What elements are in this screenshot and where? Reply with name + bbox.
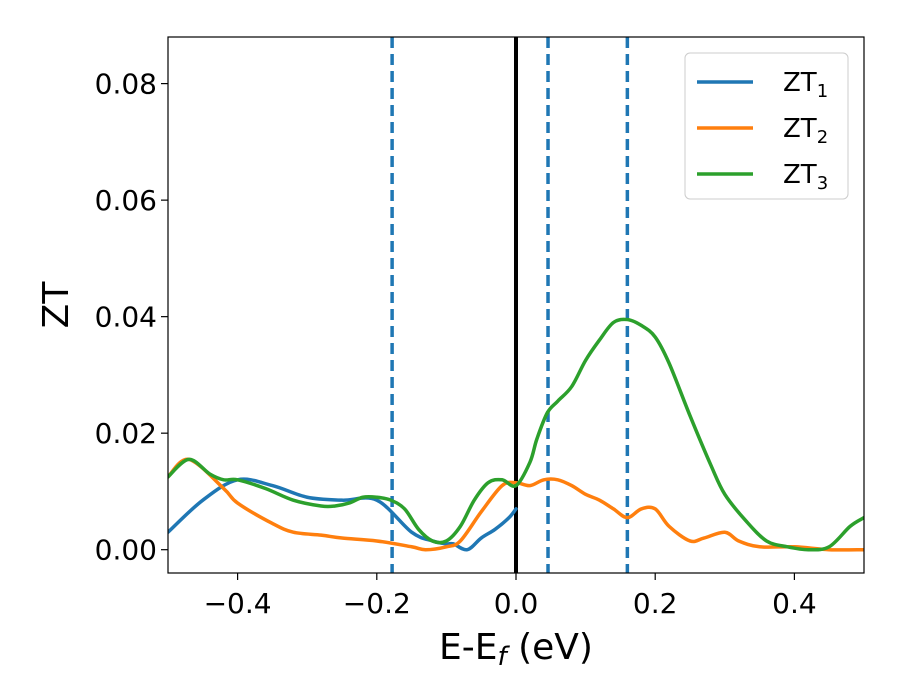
x-axis-label-main: E-E: [439, 627, 497, 668]
series-line-zt2: [168, 457, 864, 552]
x-axis-ticks: −0.4 −0.2 0.0 0.2 0.4: [204, 573, 817, 620]
y-tick-label: 0.04: [95, 301, 157, 334]
series-line-zt3: [168, 317, 864, 552]
y-tick-label: 0.06: [95, 184, 157, 217]
legend-label-zt3: ZT3: [783, 160, 828, 194]
y-axis-ticks: 0.00 0.02 0.04 0.06 0.08: [95, 68, 168, 567]
x-tick-label: −0.2: [343, 587, 411, 620]
y-tick-label: 0.02: [95, 417, 157, 450]
x-axis-label: E-Ef (eV): [439, 627, 593, 672]
x-tick-label: 0.2: [633, 587, 678, 620]
y-tick-label: 0.08: [95, 68, 157, 101]
series-lines: [168, 317, 864, 552]
legend-label-zt1: ZT1: [783, 68, 828, 102]
x-tick-label: −0.4: [204, 587, 272, 620]
y-axis-label: ZT: [36, 281, 77, 329]
x-tick-label: 0.0: [494, 587, 539, 620]
series-line-zt1: [168, 477, 518, 552]
legend-box: [684, 52, 849, 200]
legend: ZT1 ZT2 ZT3: [684, 52, 849, 200]
x-tick-label: 0.4: [772, 587, 817, 620]
legend-label-zt2: ZT2: [783, 114, 828, 148]
x-axis-label-unit: (eV): [507, 627, 593, 668]
y-tick-label: 0.00: [95, 534, 157, 567]
